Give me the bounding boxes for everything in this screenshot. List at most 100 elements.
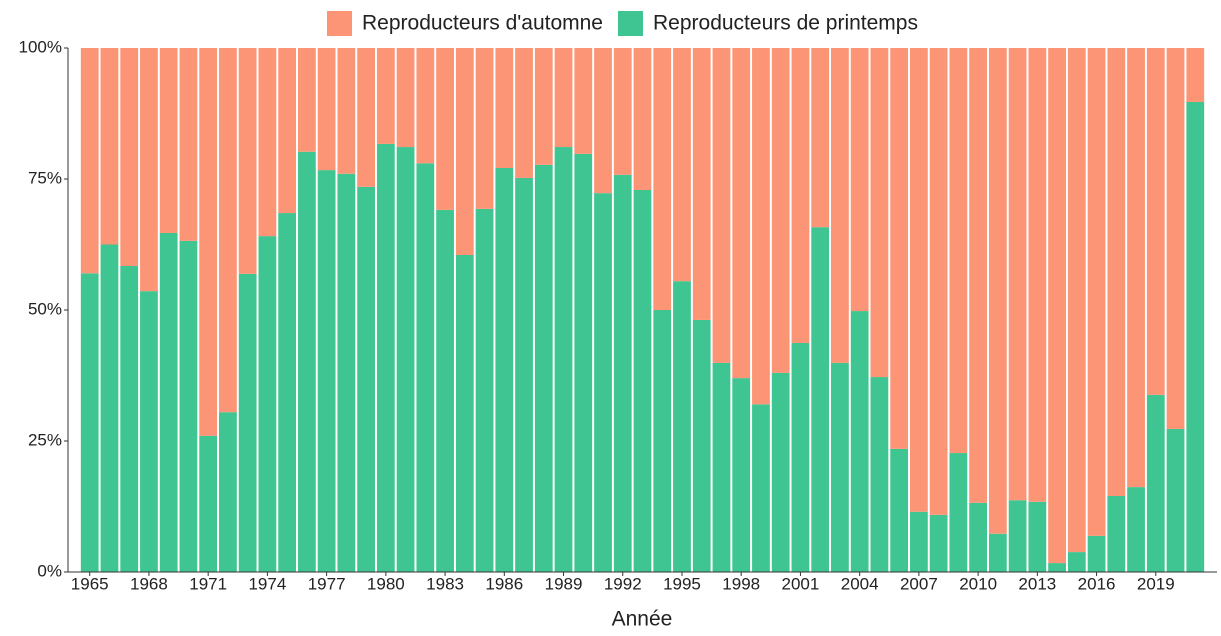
bar-segment (278, 213, 297, 572)
bar-segment (258, 236, 277, 572)
bar-segment (337, 173, 356, 572)
bar-segment (376, 48, 395, 144)
x-tick-label: 2007 (900, 574, 938, 593)
bar-segment (1146, 48, 1165, 395)
bar-segment (416, 163, 435, 572)
bar-segment (80, 273, 99, 572)
x-tick-label: 1998 (722, 574, 760, 593)
bar-segment (495, 48, 514, 168)
bar-segment (712, 48, 731, 363)
bar-segment (554, 147, 573, 572)
bar-segment (455, 254, 474, 573)
bar-segment (988, 533, 1007, 572)
bar-segment (929, 48, 948, 515)
bar-segment (515, 48, 533, 178)
bar-segment (80, 48, 99, 274)
x-tick-label: 1974 (248, 574, 286, 593)
bar-segment (673, 48, 691, 282)
bar-segment (317, 170, 336, 573)
bar-segment (969, 48, 988, 503)
bar-segment (258, 48, 277, 237)
x-tick-label: 2004 (841, 574, 879, 593)
bar-segment (732, 378, 751, 572)
bar-segment (159, 48, 178, 233)
bar-segment (140, 48, 158, 292)
bar-segment (1186, 48, 1205, 102)
bar-segment (1067, 552, 1086, 572)
bar-segment (120, 48, 139, 266)
bar-segment (297, 151, 316, 572)
x-tick-label: 1965 (71, 574, 109, 593)
bar-segment (890, 448, 909, 572)
bar-segment (752, 48, 770, 405)
x-tick-label: 1983 (426, 574, 464, 593)
bar-segment (140, 291, 158, 572)
bar-segment (199, 435, 218, 572)
bar-segment (1048, 48, 1066, 564)
bar-segment (692, 48, 711, 320)
bar-segment (1146, 394, 1165, 572)
x-tick-label: 2019 (1137, 574, 1175, 593)
bar-segment (613, 48, 632, 175)
bar-segment (357, 186, 375, 573)
bar-segment (969, 502, 988, 572)
bar-segment (1186, 101, 1205, 573)
x-tick-label: 2013 (1018, 574, 1056, 593)
bar-segment (831, 362, 849, 572)
bar-segment (554, 48, 573, 148)
bar-segment (1166, 48, 1185, 429)
bar-segment (850, 48, 869, 312)
bar-segment (120, 265, 139, 572)
x-tick-label: 2016 (1078, 574, 1116, 593)
bar-segment (436, 48, 454, 210)
bar-segment (1048, 563, 1066, 572)
x-tick-label: 1992 (604, 574, 642, 593)
bar-segment (594, 193, 612, 572)
bar-segment (100, 244, 119, 572)
x-tick-label: 1986 (485, 574, 523, 593)
bar-segment (100, 48, 119, 245)
bar-segment (1028, 501, 1047, 572)
bar-segment (949, 48, 968, 454)
y-tick-label: 50% (28, 299, 62, 318)
bar-segment (337, 48, 356, 174)
bar-segment (811, 227, 830, 572)
bar-segment (1127, 48, 1145, 488)
bar-segment (732, 48, 751, 379)
bar-segment (376, 143, 395, 572)
bar-segment (534, 164, 553, 573)
bar-segment (594, 48, 612, 194)
bar-segment (278, 48, 297, 214)
bar-segment (613, 174, 632, 573)
bar-segment (811, 48, 830, 228)
x-tick-label: 2001 (782, 574, 820, 593)
bar-segment (1008, 48, 1027, 501)
bar-segment (1166, 428, 1185, 572)
bar-segment (396, 147, 415, 572)
bar-segment (1067, 48, 1086, 553)
bar-segment (238, 48, 257, 274)
bar-segment (179, 48, 198, 241)
x-tick-label: 1989 (545, 574, 583, 593)
legend-label: Reproducteurs de printemps (653, 12, 918, 35)
bar-segment (534, 48, 553, 165)
bar-segment (712, 362, 731, 572)
bar-segment (633, 48, 652, 191)
bar-segment (297, 48, 316, 152)
bar-segment (653, 48, 672, 310)
bar-segment (653, 310, 672, 572)
bar-segment (1127, 487, 1145, 572)
x-axis-title: Année (612, 608, 673, 631)
bar-segment (574, 153, 593, 572)
x-tick-label: 1995 (663, 574, 701, 593)
bar-segment (475, 48, 494, 209)
legend-swatch (327, 11, 352, 36)
bar-segment (416, 48, 435, 164)
x-tick-label: 1977 (308, 574, 346, 593)
bar-segment (910, 48, 928, 512)
bar-segment (633, 190, 652, 572)
bar-segment (515, 177, 533, 572)
bar-segment (949, 453, 968, 572)
bar-segment (455, 48, 474, 255)
bar-segment (791, 343, 810, 572)
